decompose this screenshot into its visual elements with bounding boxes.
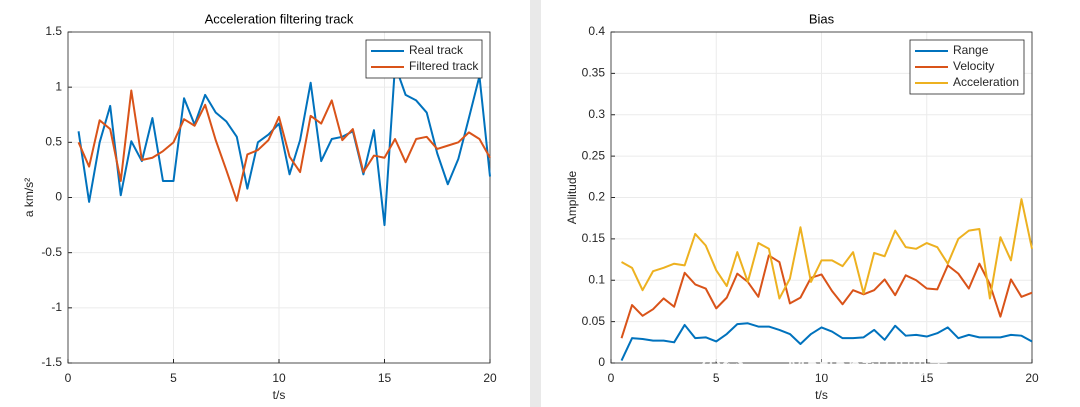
legend-label: Acceleration <box>953 75 1019 89</box>
x-tick-label: 15 <box>920 371 934 385</box>
x-tick-label: 0 <box>608 371 615 385</box>
legend-label: Real track <box>409 43 464 57</box>
x-tick-label: 10 <box>815 371 829 385</box>
x-tick-label: 5 <box>713 371 720 385</box>
watermark: 公众号 · Matlab科研助手 <box>700 355 950 380</box>
y-tick-label: -0.5 <box>41 245 62 259</box>
x-tick-label: 10 <box>272 371 286 385</box>
series-line <box>620 254 1033 339</box>
legend-box <box>365 39 483 79</box>
axes-box <box>610 31 1033 364</box>
x-tick-label: 0 <box>65 371 72 385</box>
y-tick-label: 0.15 <box>582 231 606 245</box>
x-axis-label: t/s <box>273 388 286 402</box>
y-tick-label: 1.5 <box>45 24 62 38</box>
y-tick-label: -1 <box>51 300 62 314</box>
series-line <box>77 89 491 202</box>
y-tick-label: 0.05 <box>582 314 606 328</box>
series-line <box>620 322 1033 361</box>
x-tick-label: 20 <box>483 371 497 385</box>
y-tick-label: 0 <box>55 190 62 204</box>
y-tick-label: -1.5 <box>41 355 62 369</box>
x-axis-label: t/s <box>815 388 828 402</box>
y-tick-label: 0 <box>598 355 605 369</box>
y-tick-label: 0.25 <box>582 148 606 162</box>
chart-title: Acceleration filtering track <box>205 11 354 26</box>
y-tick-label: 0.2 <box>588 190 605 204</box>
y-tick-label: 0.35 <box>582 66 606 80</box>
legend-label: Filtered track <box>409 59 479 73</box>
y-axis-label: a km/s² <box>22 178 36 217</box>
y-axis-label: Amplitude <box>565 171 579 225</box>
chart-title: Bias <box>809 11 835 26</box>
y-tick-label: 1 <box>55 79 62 93</box>
y-tick-label: 0.3 <box>588 107 605 121</box>
y-tick-label: 0.1 <box>588 272 605 286</box>
y-tick-label: 0.4 <box>588 24 605 38</box>
legend-label: Velocity <box>953 59 994 73</box>
x-tick-label: 15 <box>378 371 392 385</box>
series-line <box>77 64 491 227</box>
legend-label: Range <box>953 43 989 57</box>
x-tick-label: 5 <box>170 371 177 385</box>
series-line <box>621 198 1033 300</box>
x-tick-label: 20 <box>1025 371 1039 385</box>
axes-box <box>67 31 491 364</box>
y-tick-label: 0.5 <box>45 135 62 149</box>
